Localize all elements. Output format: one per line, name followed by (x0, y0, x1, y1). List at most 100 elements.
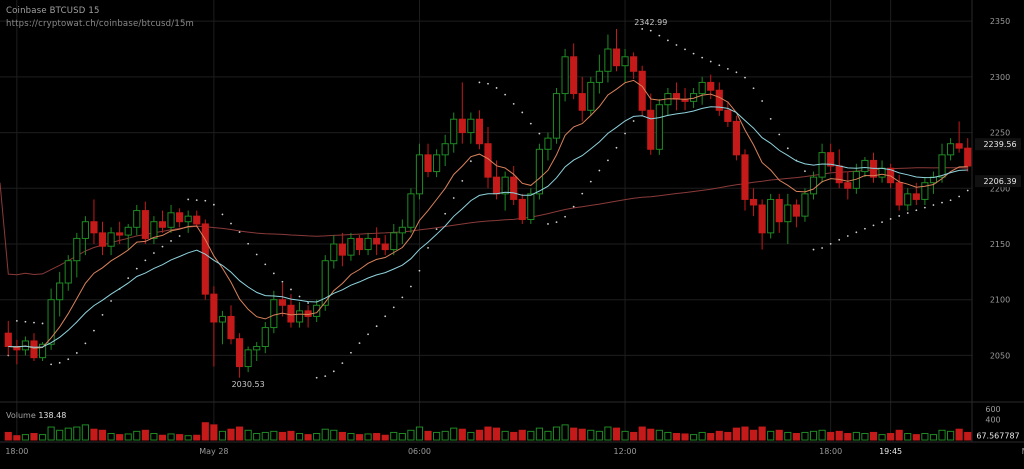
candle-up (450, 118, 458, 145)
candle-down (732, 120, 741, 156)
psar-dot (666, 39, 669, 42)
psar-dot (75, 352, 78, 354)
volume-bar (141, 429, 149, 441)
volume-bar (707, 433, 715, 441)
psar-dot (589, 180, 592, 183)
psar-dot (15, 319, 18, 322)
volume-bar (116, 434, 124, 441)
price-badge-bg (975, 175, 1021, 188)
psar-dot (144, 259, 147, 262)
psar-dot (641, 28, 644, 30)
volume-bar (715, 430, 723, 441)
psar-dot (512, 103, 515, 105)
volume-bar (201, 422, 209, 441)
volume-label-text: Volume (6, 411, 36, 420)
psar-dot (786, 147, 789, 150)
parabolic-sar-dots (7, 28, 969, 379)
psar-dot (392, 306, 395, 309)
volume-bar (330, 429, 338, 441)
axes: 2050 2100 2150 2200 2250 2300 2350 2239.56 2206.… (5, 17, 1024, 456)
volume-bar (450, 427, 458, 441)
volume-bar (501, 430, 509, 441)
candle-down (749, 198, 758, 206)
volume-bar (604, 426, 612, 441)
volume-bar (347, 433, 355, 441)
psar-dot (804, 170, 806, 173)
volume-bar (835, 430, 843, 441)
y-tick-label: 2150 (990, 240, 1010, 249)
volume-bar (458, 428, 466, 441)
candle-up (587, 81, 595, 111)
psar-dot (769, 117, 772, 120)
volume-tick-label: 400 (985, 415, 1000, 424)
volume-bar (244, 429, 252, 441)
volume-bar (467, 431, 475, 441)
psar-dot (101, 313, 104, 316)
psar-dot (264, 263, 267, 266)
volume-bar (287, 430, 295, 441)
price-annotation: 2342.99 (634, 18, 667, 27)
psar-dot (418, 269, 421, 272)
psar-dot (889, 218, 892, 220)
candle-up (767, 198, 775, 234)
x-tick-label: May 28 (199, 447, 228, 456)
psar-dot (315, 376, 318, 379)
volume-bar (124, 433, 132, 441)
psar-dot (521, 111, 524, 114)
volume-bar (852, 431, 860, 441)
psar-dot (684, 48, 686, 51)
volume-bar (964, 431, 972, 441)
psar-dot (324, 375, 327, 378)
x-tick-label: 19:45 (879, 447, 902, 456)
candle-down (373, 237, 381, 245)
volume-bar (492, 427, 501, 441)
candle-up (544, 137, 552, 150)
psar-dot (821, 247, 823, 249)
sma-long-line (0, 167, 968, 276)
candle-up (501, 176, 509, 195)
psar-dot (701, 56, 704, 59)
candle-down (338, 243, 346, 256)
ema-price-label: 2206.39 (983, 177, 1016, 186)
volume-bar (415, 426, 424, 441)
volume-bar (809, 430, 818, 441)
candle-down (827, 152, 835, 167)
psar-dot (855, 231, 858, 234)
candle-up (364, 237, 372, 251)
volume-bar (518, 429, 526, 441)
candle-down (707, 81, 715, 91)
psar-dot (341, 362, 344, 365)
candle-down (518, 198, 526, 220)
candle-down (510, 176, 518, 200)
candle-up (433, 154, 441, 173)
psar-dot (547, 223, 549, 225)
psar-dot (624, 132, 626, 135)
candle-up (938, 154, 946, 178)
candle-down (4, 332, 12, 348)
psar-dot (135, 267, 138, 270)
volume-bar (484, 426, 492, 441)
candle-down (715, 89, 723, 111)
candle-down (278, 299, 286, 306)
volume-bar (107, 433, 115, 441)
volume-bar (81, 424, 89, 441)
candle-up (47, 299, 55, 345)
volume-bar (64, 427, 72, 441)
psar-dot (658, 34, 661, 37)
price-annotation: 2030.53 (232, 380, 265, 389)
volume-bar (373, 433, 381, 441)
volume-bar (218, 430, 227, 441)
x-tick-label: 18:00 (819, 447, 842, 456)
volume-bar (844, 433, 852, 441)
psar-dot (487, 82, 489, 85)
volume-bar (313, 433, 321, 441)
candle-down (775, 198, 783, 223)
psar-dot (127, 277, 130, 280)
candle-down (647, 109, 655, 150)
x-tick-label: 18:00 (5, 447, 28, 456)
candle-down (90, 221, 98, 234)
psar-dot (932, 204, 935, 206)
psar-dot (915, 209, 918, 212)
psar-dot (33, 321, 35, 324)
